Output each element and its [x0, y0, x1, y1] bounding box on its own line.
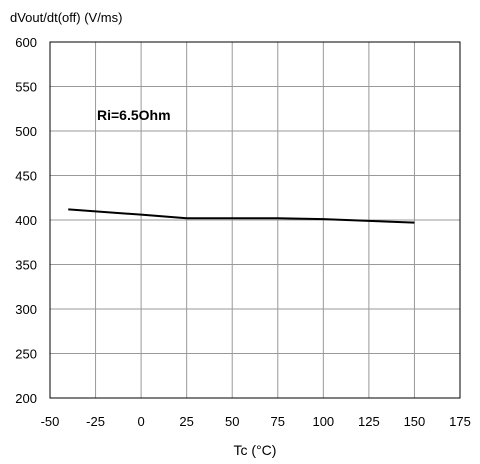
x-axis-label: Tc (°C) — [234, 442, 277, 458]
y-tick-label: 450 — [15, 169, 37, 184]
x-tick-label: -25 — [86, 414, 105, 429]
x-tick-label: 150 — [404, 414, 426, 429]
y-tick-label: 300 — [15, 302, 37, 317]
y-tick-label: 600 — [15, 35, 37, 50]
x-tick-label: 100 — [312, 414, 334, 429]
y-tick-label: 550 — [15, 80, 37, 95]
x-tick-label: 0 — [137, 414, 144, 429]
y-axis-label: dVout/dt(off) (V/ms) — [10, 10, 122, 25]
x-tick-label: 75 — [271, 414, 285, 429]
y-tick-label: 400 — [15, 213, 37, 228]
x-tick-label: 125 — [358, 414, 380, 429]
x-tick-label: 25 — [179, 414, 193, 429]
x-tick-labels: -50 -25 0 25 50 75 100 125 150 175 — [41, 414, 471, 429]
plot-frame — [49, 41, 461, 399]
x-tick-label: 50 — [225, 414, 239, 429]
annotation-label: Ri=6.5Ohm — [97, 107, 171, 123]
y-tick-label: 250 — [15, 347, 37, 362]
y-tick-label: 500 — [15, 124, 37, 139]
grid — [50, 42, 460, 398]
y-tick-label: 350 — [15, 258, 37, 273]
series-line — [68, 208, 415, 224]
x-tick-label: 175 — [449, 414, 471, 429]
y-tick-label: 200 — [15, 391, 37, 406]
x-tick-label: -50 — [41, 414, 60, 429]
y-tick-labels: 200 250 300 350 400 450 500 550 600 — [15, 35, 37, 406]
